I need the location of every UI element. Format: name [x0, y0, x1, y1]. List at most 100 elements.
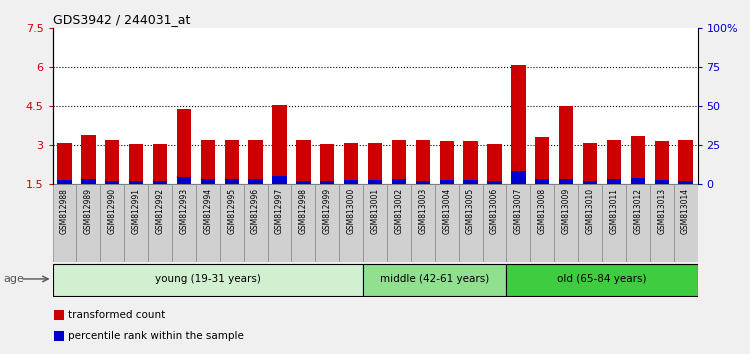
Bar	[200, 179, 215, 184]
Text: GSM812995: GSM812995	[227, 188, 236, 234]
Bar	[679, 140, 693, 184]
FancyBboxPatch shape	[674, 184, 698, 262]
Text: old (65-84 years): old (65-84 years)	[557, 274, 646, 284]
Text: GSM812994: GSM812994	[203, 188, 212, 234]
Bar	[320, 144, 334, 184]
Text: GSM813011: GSM813011	[610, 188, 619, 234]
Bar	[679, 182, 693, 184]
Text: GSM813000: GSM813000	[346, 188, 355, 234]
Bar	[320, 182, 334, 184]
Text: GSM813003: GSM813003	[419, 188, 428, 234]
FancyBboxPatch shape	[530, 184, 554, 262]
Bar	[583, 143, 597, 184]
Bar	[177, 109, 191, 184]
Text: GSM813014: GSM813014	[681, 188, 690, 234]
Text: young (19-31 years): young (19-31 years)	[154, 274, 261, 284]
Bar	[416, 140, 430, 184]
Text: GSM813004: GSM813004	[442, 188, 452, 234]
Bar	[57, 180, 71, 184]
Bar	[392, 179, 406, 184]
FancyBboxPatch shape	[482, 184, 506, 262]
FancyBboxPatch shape	[602, 184, 625, 262]
Bar	[535, 179, 550, 184]
Bar	[559, 179, 573, 184]
FancyBboxPatch shape	[148, 184, 172, 262]
Text: GSM813010: GSM813010	[586, 188, 595, 234]
FancyBboxPatch shape	[650, 184, 674, 262]
Text: GSM812990: GSM812990	[108, 188, 117, 234]
Bar	[296, 182, 310, 184]
Text: GSM813012: GSM813012	[633, 188, 642, 234]
FancyBboxPatch shape	[626, 184, 650, 262]
FancyBboxPatch shape	[292, 184, 315, 262]
Bar	[344, 143, 358, 184]
FancyBboxPatch shape	[435, 184, 458, 262]
Text: GSM813013: GSM813013	[657, 188, 666, 234]
FancyBboxPatch shape	[339, 184, 363, 262]
Bar	[153, 144, 167, 184]
Bar	[631, 178, 645, 184]
Text: GSM813001: GSM813001	[370, 188, 380, 234]
FancyBboxPatch shape	[315, 184, 339, 262]
Text: GSM813009: GSM813009	[562, 188, 571, 234]
Bar	[512, 171, 526, 184]
Bar	[488, 182, 502, 184]
Bar	[177, 177, 191, 184]
Text: GSM813005: GSM813005	[466, 188, 475, 234]
Bar	[655, 141, 669, 184]
FancyBboxPatch shape	[172, 184, 196, 262]
Bar	[224, 179, 238, 184]
Bar	[607, 140, 621, 184]
Bar	[344, 180, 358, 184]
Text: transformed count: transformed count	[68, 310, 165, 320]
Bar	[57, 143, 71, 184]
Text: GSM812997: GSM812997	[275, 188, 284, 234]
Bar	[248, 140, 262, 184]
Text: GSM812991: GSM812991	[131, 188, 140, 234]
FancyBboxPatch shape	[196, 184, 220, 262]
Text: age: age	[4, 274, 25, 284]
Bar	[248, 179, 262, 184]
Bar	[272, 176, 286, 184]
Text: middle (42-61 years): middle (42-61 years)	[380, 274, 489, 284]
Bar	[153, 182, 167, 184]
Text: GSM813007: GSM813007	[514, 188, 523, 234]
Bar	[416, 182, 430, 184]
Bar	[488, 144, 502, 184]
Text: GSM812998: GSM812998	[298, 188, 307, 234]
Bar	[105, 182, 119, 184]
FancyBboxPatch shape	[554, 184, 578, 262]
FancyBboxPatch shape	[53, 264, 363, 296]
FancyBboxPatch shape	[100, 184, 124, 262]
Bar	[440, 180, 454, 184]
FancyBboxPatch shape	[363, 184, 387, 262]
Bar	[105, 140, 119, 184]
Bar	[464, 141, 478, 184]
Text: GSM812993: GSM812993	[179, 188, 188, 234]
Bar	[129, 182, 143, 184]
FancyBboxPatch shape	[506, 184, 530, 262]
Bar	[129, 144, 143, 184]
FancyBboxPatch shape	[268, 184, 292, 262]
Text: GSM813006: GSM813006	[490, 188, 499, 234]
FancyBboxPatch shape	[578, 184, 602, 262]
Text: GSM812996: GSM812996	[251, 188, 260, 234]
Text: GSM813002: GSM813002	[394, 188, 404, 234]
FancyBboxPatch shape	[411, 184, 435, 262]
FancyBboxPatch shape	[506, 264, 698, 296]
FancyBboxPatch shape	[363, 264, 506, 296]
Bar	[81, 135, 95, 184]
FancyBboxPatch shape	[76, 184, 101, 262]
Text: GSM812999: GSM812999	[322, 188, 332, 234]
Bar	[631, 136, 645, 184]
Bar	[296, 140, 310, 184]
Bar	[559, 106, 573, 184]
FancyBboxPatch shape	[124, 184, 148, 262]
FancyBboxPatch shape	[220, 184, 244, 262]
Bar	[512, 65, 526, 184]
Bar	[464, 180, 478, 184]
Text: GSM812988: GSM812988	[60, 188, 69, 234]
Text: GSM812989: GSM812989	[84, 188, 93, 234]
FancyBboxPatch shape	[244, 184, 268, 262]
Bar	[368, 180, 382, 184]
